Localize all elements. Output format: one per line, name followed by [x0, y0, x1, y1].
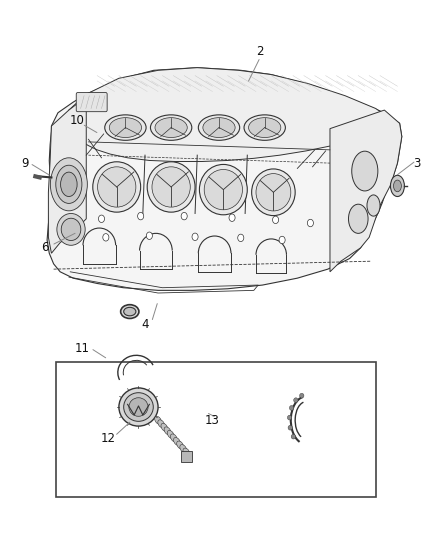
Ellipse shape: [57, 214, 85, 245]
Ellipse shape: [204, 169, 243, 210]
Text: 11: 11: [74, 342, 89, 355]
Ellipse shape: [161, 423, 168, 431]
Ellipse shape: [124, 393, 153, 421]
Ellipse shape: [249, 118, 281, 138]
Circle shape: [181, 213, 187, 220]
Ellipse shape: [158, 420, 165, 428]
Ellipse shape: [93, 162, 141, 212]
Polygon shape: [47, 68, 402, 290]
Circle shape: [279, 236, 285, 244]
Circle shape: [103, 233, 109, 241]
Ellipse shape: [152, 167, 190, 207]
Polygon shape: [330, 110, 402, 272]
Ellipse shape: [391, 175, 404, 197]
Ellipse shape: [183, 448, 190, 456]
Ellipse shape: [155, 416, 162, 424]
Circle shape: [307, 219, 314, 227]
Bar: [181, 451, 191, 462]
Ellipse shape: [256, 174, 291, 211]
Text: 4: 4: [141, 318, 149, 332]
Ellipse shape: [173, 438, 180, 446]
Circle shape: [272, 216, 279, 223]
Ellipse shape: [287, 415, 292, 420]
Text: 6: 6: [41, 241, 49, 254]
Ellipse shape: [50, 158, 87, 211]
FancyBboxPatch shape: [76, 93, 107, 112]
Ellipse shape: [105, 115, 146, 140]
Ellipse shape: [290, 406, 294, 410]
Ellipse shape: [352, 151, 378, 191]
Ellipse shape: [110, 118, 141, 138]
Ellipse shape: [147, 162, 195, 212]
Bar: [56, 362, 376, 497]
Ellipse shape: [124, 308, 136, 316]
Ellipse shape: [129, 398, 148, 416]
Text: 2: 2: [257, 45, 264, 58]
Ellipse shape: [288, 425, 293, 430]
Circle shape: [146, 232, 152, 239]
Ellipse shape: [300, 393, 304, 398]
Ellipse shape: [291, 434, 296, 439]
Circle shape: [229, 214, 235, 221]
Text: 10: 10: [70, 114, 85, 127]
Ellipse shape: [180, 445, 187, 453]
Ellipse shape: [198, 115, 240, 140]
Ellipse shape: [61, 218, 81, 240]
Ellipse shape: [167, 431, 174, 439]
Polygon shape: [48, 97, 86, 253]
Circle shape: [138, 213, 144, 220]
Ellipse shape: [150, 115, 192, 140]
Ellipse shape: [393, 180, 401, 192]
Ellipse shape: [119, 388, 158, 426]
Ellipse shape: [170, 434, 177, 442]
Circle shape: [238, 234, 244, 241]
Ellipse shape: [252, 169, 295, 216]
Ellipse shape: [56, 165, 82, 204]
Ellipse shape: [164, 427, 171, 435]
Circle shape: [99, 215, 105, 222]
Ellipse shape: [155, 118, 187, 138]
Ellipse shape: [98, 167, 136, 207]
Ellipse shape: [294, 398, 298, 402]
Ellipse shape: [349, 204, 368, 233]
Text: 3: 3: [413, 157, 421, 169]
Ellipse shape: [120, 305, 139, 318]
Text: 9: 9: [21, 157, 29, 169]
Circle shape: [192, 233, 198, 240]
Ellipse shape: [60, 172, 77, 197]
Ellipse shape: [367, 195, 380, 216]
Text: 13: 13: [205, 414, 220, 427]
Ellipse shape: [203, 118, 235, 138]
Ellipse shape: [244, 115, 286, 140]
Text: 12: 12: [100, 432, 116, 446]
Ellipse shape: [199, 165, 247, 215]
Polygon shape: [69, 68, 393, 161]
Ellipse shape: [177, 441, 184, 449]
